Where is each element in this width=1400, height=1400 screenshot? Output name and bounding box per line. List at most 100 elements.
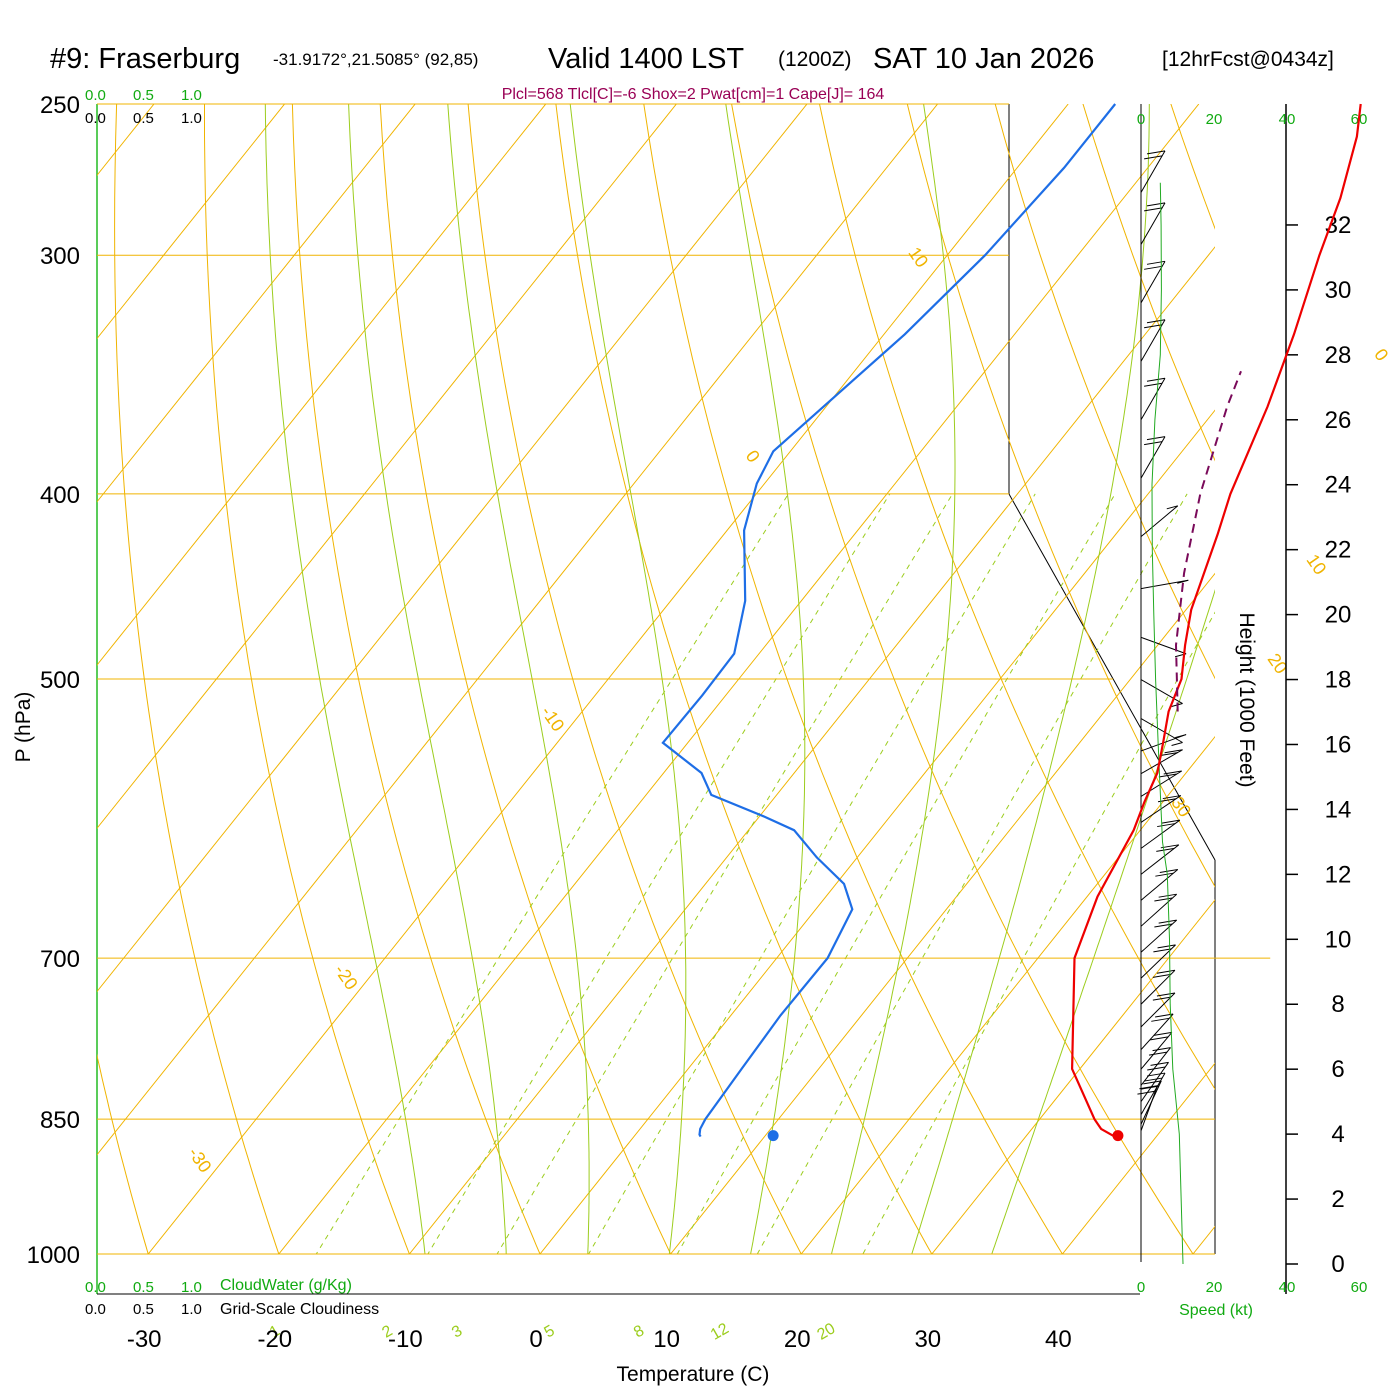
barb-shaft bbox=[1140, 505, 1179, 538]
barb-shaft bbox=[1140, 1013, 1174, 1051]
height-tick-label: 10 bbox=[1325, 926, 1352, 953]
dry-adiabat bbox=[1170, 104, 1215, 230]
dry-adiabat bbox=[906, 104, 1215, 888]
barb-flag bbox=[1148, 1051, 1168, 1056]
dry-adiabat bbox=[731, 104, 1194, 1254]
cloudwater-tick-1: 0.5 bbox=[133, 87, 154, 104]
isotherm-line bbox=[97, 104, 547, 666]
mixing-ratio-label: 8 bbox=[631, 1322, 647, 1341]
barb-shaft bbox=[1140, 1080, 1162, 1125]
speed-axis-title: Speed (kt) bbox=[1179, 1302, 1253, 1319]
wind-barb bbox=[1140, 1072, 1166, 1115]
barb-flag bbox=[1146, 260, 1166, 265]
speed-tick-0-top: 0 bbox=[1137, 111, 1145, 128]
parcel-trace bbox=[1174, 370, 1242, 712]
barb-flag bbox=[1156, 969, 1176, 974]
dry-adiabat bbox=[114, 104, 280, 1254]
isotherm-label: -30 bbox=[184, 1143, 215, 1176]
cloudwater-tick-0: 0.0 bbox=[85, 87, 106, 104]
temperature-trace bbox=[1070, 103, 1362, 1138]
wind-barb bbox=[1140, 992, 1176, 1028]
barb-flag bbox=[1155, 872, 1174, 877]
barb-shaft bbox=[1140, 579, 1189, 590]
height-tick-label: 24 bbox=[1325, 472, 1352, 499]
barb-flag bbox=[1162, 795, 1181, 800]
wind-barb bbox=[1137, 1085, 1158, 1132]
moist-adiabat bbox=[725, 104, 806, 1254]
barb-shaft bbox=[1140, 844, 1180, 875]
height-tick-label: 6 bbox=[1331, 1056, 1344, 1083]
speed-tick-60-bottom: 60 bbox=[1351, 1279, 1368, 1296]
cloudwater-label: CloudWater (g/Kg) bbox=[220, 1277, 352, 1294]
barb-shaft bbox=[1140, 869, 1179, 901]
height-tick-label: 14 bbox=[1325, 796, 1352, 823]
sounding-traces bbox=[661, 103, 1362, 1142]
barb-flag bbox=[1159, 752, 1178, 757]
moist-adiabat bbox=[264, 104, 426, 1254]
isotherm-line bbox=[670, 572, 1215, 1254]
mixing-ratio-label: 12 bbox=[708, 1320, 732, 1344]
cloud-scale-top: 0.0 0.5 1.0 0.0 0.5 1.0 bbox=[85, 87, 202, 127]
barb-flag bbox=[1144, 265, 1163, 270]
moist-adiabat bbox=[991, 588, 1215, 1254]
temperature-tick-label: 30 bbox=[914, 1326, 941, 1353]
mixing-ratio-line bbox=[315, 493, 789, 1254]
barb-flag bbox=[1152, 1047, 1171, 1052]
height-tick-label: 28 bbox=[1325, 342, 1352, 369]
wind-barb bbox=[1140, 1080, 1162, 1125]
isotherm-label: 10 bbox=[904, 243, 932, 271]
mixing-ratio-lines bbox=[315, 493, 1215, 1254]
barb-flag bbox=[1156, 992, 1176, 997]
forecast-run: [12hrFcst@0434z] bbox=[1162, 48, 1334, 71]
cloudiness-tick-1-bottom: 0.5 bbox=[133, 1301, 154, 1318]
pressure-tick-label: 1000 bbox=[27, 1242, 80, 1269]
dry-adiabat bbox=[555, 104, 933, 1254]
moist-adiabat bbox=[911, 104, 1150, 1254]
moist-adiabat bbox=[348, 104, 507, 1254]
height-tick-label: 18 bbox=[1325, 667, 1352, 694]
dry-adiabat bbox=[204, 104, 410, 1254]
height-tick-label: 0 bbox=[1331, 1251, 1344, 1278]
barb-flag bbox=[1146, 319, 1166, 324]
barb-flag bbox=[1146, 377, 1166, 382]
mixing-ratio-line bbox=[588, 493, 1036, 1254]
dry-adiabat bbox=[291, 104, 541, 1254]
stability-indices: Plcl=568 Tlcl[C]=-6 Shox=2 Pwat[cm]=1 Ca… bbox=[502, 86, 885, 103]
barb-shaft bbox=[1140, 1032, 1173, 1070]
speed-line bbox=[1151, 182, 1184, 1265]
plot-frame bbox=[96, 104, 1216, 1295]
barb-shaft bbox=[1140, 919, 1178, 953]
moist-adiabat bbox=[447, 104, 590, 1254]
barb-shaft bbox=[1140, 770, 1182, 797]
speed-tick-20-top: 20 bbox=[1206, 111, 1223, 128]
wind-panel: 0 20 40 60 0 20 40 60 Speed (kt) Height … bbox=[1137, 104, 1368, 1319]
isobars bbox=[97, 103, 1271, 1255]
valid-time: Valid 1400 LST bbox=[548, 43, 744, 75]
wind-barb bbox=[1140, 718, 1183, 746]
wind-barb bbox=[1140, 1031, 1173, 1070]
barb-flag bbox=[1157, 944, 1176, 949]
surface-temp-marker bbox=[1112, 1130, 1124, 1142]
barb-shaft bbox=[1140, 150, 1166, 193]
isotherm-label: 0 bbox=[1370, 345, 1392, 365]
cloudwater-tick-2: 1.0 bbox=[181, 87, 202, 104]
barb-flag bbox=[1137, 1090, 1156, 1095]
isotherm-label: -20 bbox=[330, 961, 361, 994]
moist-adiabats bbox=[264, 104, 1215, 1254]
barb-flag bbox=[1171, 742, 1183, 746]
mixing-ratio-line bbox=[427, 493, 891, 1254]
barb-flag bbox=[1147, 1066, 1166, 1071]
mixing-ratio-label: 3 bbox=[449, 1322, 465, 1341]
barb-shaft bbox=[1140, 1047, 1171, 1086]
height-tick-label: 26 bbox=[1325, 407, 1352, 434]
temperature-axis-title: Temperature (C) bbox=[617, 1363, 770, 1386]
pressure-tick-label: 700 bbox=[40, 946, 80, 973]
barb-flag bbox=[1153, 948, 1172, 953]
mixing-ratio-label: 20 bbox=[814, 1320, 838, 1344]
barb-shaft bbox=[1140, 749, 1183, 775]
height-axis-title: Height (1000 Feet) bbox=[1235, 612, 1258, 787]
barb-shaft bbox=[1140, 718, 1183, 743]
height-tick-label: 2 bbox=[1331, 1186, 1344, 1213]
